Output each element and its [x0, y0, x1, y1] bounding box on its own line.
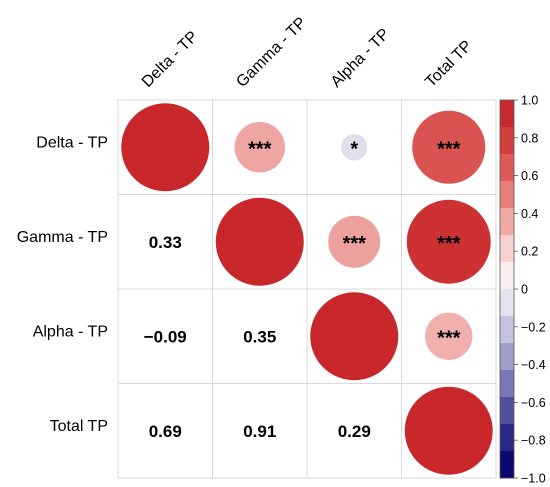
correlation-values: 0.33 −0.09 0.35 0.69 0.91 0.29: [144, 233, 371, 441]
significance-mark: ***: [437, 327, 461, 349]
colorbar-segment: [500, 343, 514, 371]
colorbar-segment: [500, 154, 514, 182]
row-labels: Delta - TP Gamma - TP Alpha - TP Total TP: [17, 134, 108, 435]
colorbar-tick-label: −0.2: [521, 320, 546, 334]
correlation-circle: [412, 110, 486, 184]
correlation-value-label: 0.69: [149, 422, 182, 441]
correlation-value-label: 0.91: [243, 422, 276, 441]
significance-mark: ***: [248, 138, 272, 160]
column-labels: Delta - TP Gamma - TP Alpha - TP Total TP: [139, 14, 476, 91]
colorbar-segment: [500, 235, 514, 263]
correlation-circle: [404, 386, 493, 475]
significance-marks: *** * ****** ******: [248, 138, 461, 349]
colorbar-tick-label: 0.2: [521, 245, 538, 259]
correlation-circle: [121, 103, 210, 192]
colorbar-tick-label: 0.6: [521, 169, 538, 183]
colorbar-segment: [500, 370, 514, 398]
colorbar-tick-label: 1.0: [521, 94, 538, 108]
correlation-circle: [425, 312, 473, 360]
colorbar-tick-label: 0.4: [521, 207, 538, 221]
colorbar-segment: [500, 100, 514, 128]
significance-mark: ***: [437, 138, 461, 160]
correlation-circle: [310, 292, 399, 381]
colorbar-tick-label: 0: [521, 283, 528, 297]
significance-mark: ***: [437, 233, 461, 255]
row-label: Delta - TP: [36, 134, 108, 151]
colorbar-segment: [500, 289, 514, 317]
significance-mark: ***: [343, 233, 367, 255]
colorbar: 1.0 0.8 0.6 0.4 0.2 0 −0.2 −0.4 −0.6 −0.8 −1.0: [499, 94, 546, 486]
colorbar-tick-label: −0.8: [521, 434, 546, 448]
correlation-circle: [328, 215, 381, 268]
colorbar-tick-label: −1.0: [521, 472, 546, 486]
correlation-value-label: 0.29: [338, 422, 371, 441]
row-label: Alpha - TP: [33, 323, 108, 340]
colorbar-segment: [500, 208, 514, 236]
correlation-circle: [341, 134, 368, 161]
row-label: Gamma - TP: [17, 229, 108, 246]
colorbar-tick-label: −0.4: [521, 358, 546, 372]
correlation-value-label: −0.09: [144, 327, 187, 346]
correlation-value-label: 0.35: [243, 327, 276, 346]
column-label: Delta - TP: [139, 28, 202, 91]
column-label: Gamma - TP: [233, 14, 310, 91]
colorbar-segment: [500, 262, 514, 290]
correlation-value-label: 0.33: [149, 233, 182, 252]
column-label: Total TP: [422, 38, 475, 91]
colorbar-segment: [500, 424, 514, 452]
colorbar-segment: [500, 316, 514, 344]
colorbar-tick-label: 0.8: [521, 131, 538, 145]
significance-mark: *: [350, 138, 358, 160]
correlation-circle: [215, 197, 304, 286]
correlation-circle: [234, 121, 286, 173]
row-label: Total TP: [50, 418, 108, 435]
colorbar-segment: [500, 127, 514, 155]
colorbar-segment: [500, 397, 514, 425]
correlation-circles: [121, 103, 493, 475]
correlation-circle: [406, 199, 491, 284]
column-label: Alpha - TP: [328, 26, 393, 91]
colorbar-segment: [500, 181, 514, 209]
colorbar-segment: [500, 451, 514, 479]
colorbar-tick-label: −0.6: [521, 396, 546, 410]
